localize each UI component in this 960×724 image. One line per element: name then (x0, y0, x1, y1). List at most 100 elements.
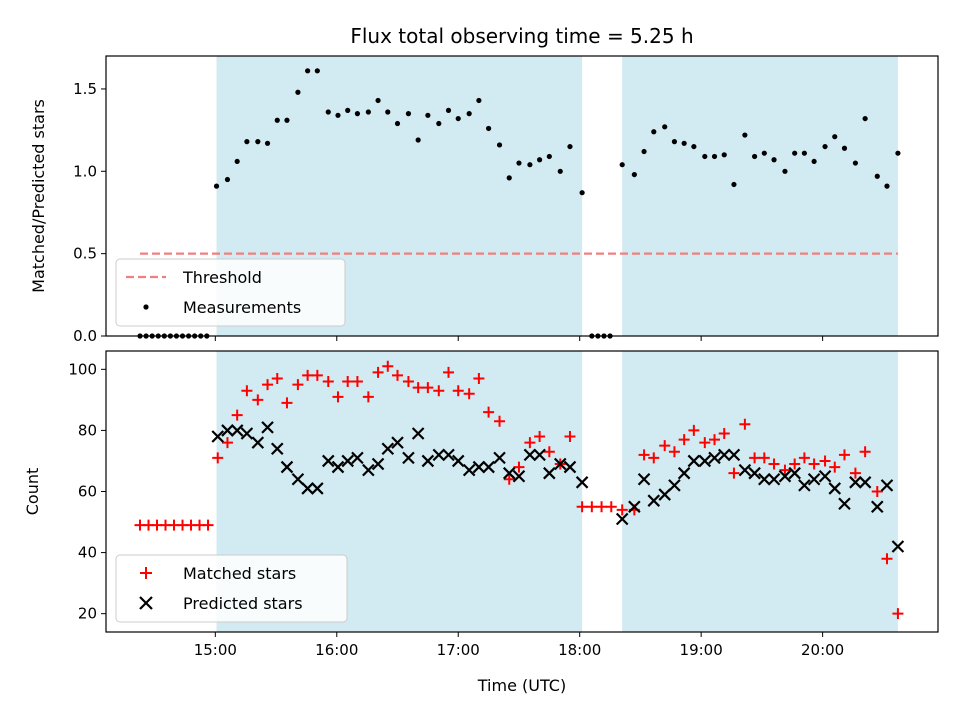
predicted-star-point (221, 424, 234, 437)
measurement-point (801, 150, 807, 156)
matched-star-point (605, 501, 617, 513)
predicted-star-point (658, 488, 671, 501)
predicted-star-point (381, 442, 395, 456)
predicted-star-point (575, 476, 589, 489)
x-tick-label: 19:00 (680, 641, 723, 659)
predicted-star-point (291, 473, 305, 486)
predicted-star-point (828, 482, 842, 495)
y-tick-label: 0.5 (73, 245, 97, 263)
measurement-point (822, 143, 828, 150)
measurement-point (771, 157, 777, 163)
matched-star-point (596, 501, 608, 513)
x-tick-label: 18:00 (558, 641, 601, 659)
measurement-point (284, 117, 290, 123)
matched-star-point (881, 553, 893, 565)
matched-star-point (443, 366, 455, 378)
matched-star-point (402, 376, 414, 388)
predicted-star-point (687, 454, 701, 468)
matched-star-point (473, 372, 485, 384)
measurement-point (579, 190, 585, 196)
predicted-star-point (533, 448, 546, 462)
predicted-star-point (838, 497, 851, 510)
predicted-star-point (311, 482, 324, 495)
predicted-star-point (858, 476, 872, 489)
matched-star-point (859, 446, 871, 458)
measurement-point (651, 129, 657, 135)
measurement-point (662, 124, 668, 130)
matched-star-point (819, 455, 831, 467)
legend-box (115, 258, 346, 327)
matched-star-point (849, 467, 861, 479)
measurement-point (761, 150, 767, 156)
predicted-star-point (251, 436, 265, 449)
matched-star-point (829, 461, 841, 473)
measurement-point (314, 68, 320, 74)
measurement-point (567, 143, 573, 150)
predicted-star-point (647, 494, 661, 507)
matched-star-point (808, 458, 820, 470)
matched-star-point (709, 434, 721, 446)
measurement-point (255, 139, 261, 145)
matched-star-point (648, 452, 660, 464)
predicted-star-point (270, 442, 284, 456)
matched-star-point (231, 409, 243, 421)
predicted-star-point (748, 466, 761, 480)
measurement-point (295, 89, 301, 95)
predicted-star-point (717, 448, 731, 462)
predicted-star-point (402, 451, 415, 465)
matched-star-point (699, 437, 711, 449)
observing-interval-band (622, 351, 898, 632)
matched-star-point (513, 461, 525, 473)
measurement-point (335, 112, 341, 118)
matched-star-point (433, 385, 445, 397)
measurement-point (394, 120, 401, 127)
measurement-point (884, 183, 890, 189)
measurement-point (852, 160, 859, 166)
predicted-star-point (351, 451, 364, 465)
measurement-point (832, 134, 838, 140)
predicted-star-point (512, 469, 526, 483)
measurement-point (527, 162, 533, 168)
predicted-star-point (628, 500, 641, 514)
x-axis-label: Time (UTC) (477, 676, 566, 695)
matched-star-point (302, 369, 314, 381)
matched-star-point (871, 486, 883, 497)
matched-star-point (728, 467, 740, 479)
matched-star-point (749, 452, 761, 464)
top-panel: 0.0 0.5 1.0 1.5 Matched/Predicted stars Thres… (29, 55, 939, 345)
measurement-point (862, 115, 868, 122)
predicted-star-point (543, 466, 556, 480)
measurement-point (415, 137, 421, 143)
predicted-star-point (230, 424, 244, 437)
measurement-point (742, 132, 748, 138)
matched-star-point (212, 452, 224, 464)
predicted-star-point (240, 427, 254, 440)
y-tick-label: 80 (78, 421, 97, 439)
measurement-point (274, 117, 280, 123)
predicted-star-point (421, 454, 435, 468)
predicted-star-point (451, 454, 465, 468)
predicted-star-point (798, 479, 811, 492)
predicted-star-point (778, 469, 792, 483)
predicted-star-point (698, 454, 712, 468)
predicted-star-point (637, 473, 651, 486)
legend-marker-swatch (143, 304, 149, 310)
measurement-point (537, 157, 543, 163)
matched-star-point (483, 406, 495, 418)
predicted-star-point (411, 427, 425, 440)
measurement-point (455, 115, 461, 122)
measurement-point (305, 68, 311, 74)
predicted-star-point (767, 473, 781, 486)
predicted-star-point (502, 466, 516, 480)
x-tick-label: 20:00 (801, 641, 844, 659)
matched-star-point (798, 452, 810, 464)
predicted-star-point (738, 463, 752, 477)
predicted-star-point (280, 460, 294, 474)
measurement-point (711, 153, 718, 160)
predicted-star-point (362, 463, 375, 477)
predicted-star-point (870, 500, 884, 514)
measurement-point (681, 140, 687, 146)
predicted-star-point (818, 469, 832, 483)
predicted-star-point (880, 479, 894, 492)
